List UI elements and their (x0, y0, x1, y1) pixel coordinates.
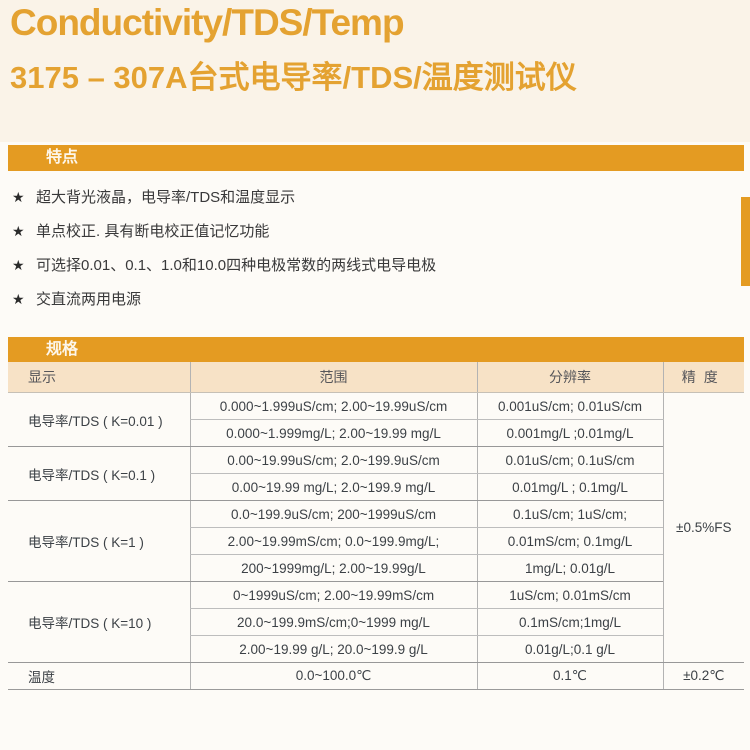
resolution-cell: 1mg/L; 0.01g/L (476, 554, 663, 582)
features-section-header: 特点 (8, 145, 744, 171)
temperature-accuracy-cell: ±0.2℃ (662, 662, 744, 690)
table-row: 0.00~19.99 mg/L; 2.0~199.9 mg/L 0.01mg/L… (8, 473, 744, 501)
col-header-resolution: 分辨率 (476, 362, 663, 393)
feature-text: 单点校正. 具有断电校正值记忆功能 (36, 223, 270, 240)
range-cell: 0.000~1.999uS/cm; 2.00~19.99uS/cm (189, 392, 477, 420)
feature-item: ★ 超大背光液晶，电导率/TDS和温度显示 (12, 180, 732, 214)
star-bullet-icon: ★ (12, 257, 25, 273)
feature-text: 超大背光液晶，电导率/TDS和温度显示 (36, 189, 296, 206)
feature-item: ★ 交直流两用电源 (12, 282, 732, 316)
table-row: 20.0~199.9mS/cm;0~1999 mg/L 0.1mS/cm;1mg… (8, 608, 744, 636)
temperature-label: 温度 (8, 662, 190, 690)
page-title: Conductivity/TDS/Temp (10, 2, 405, 43)
range-cell: 0.00~19.99uS/cm; 2.0~199.9uS/cm (189, 446, 477, 474)
temperature-resolution-cell: 0.1℃ (476, 662, 663, 690)
resolution-cell: 0.001uS/cm; 0.01uS/cm (476, 392, 663, 420)
accuracy-cell-conductivity: ±0.5%FS (662, 392, 744, 663)
range-cell: 0.00~19.99 mg/L; 2.0~199.9 mg/L (189, 473, 477, 501)
range-cell: 0.000~1.999mg/L; 2.00~19.99 mg/L (189, 419, 477, 447)
resolution-cell: 0.01g/L;0.1 g/L (476, 635, 663, 663)
specs-section-header: 规格 (8, 337, 744, 363)
specs-table: 显示 范围 分辨率 精度 电导率/TDS ( K=0.01 ) 0.000~1.… (8, 362, 744, 690)
group-label-k10: 电导率/TDS ( K=10 ) (8, 581, 190, 663)
col-header-accuracy: 精度 (662, 362, 744, 393)
resolution-cell: 1uS/cm; 0.01mS/cm (476, 581, 663, 609)
table-row: 200~1999mg/L; 2.00~19.99g/L 1mg/L; 0.01g… (8, 554, 744, 582)
resolution-cell: 0.1mS/cm;1mg/L (476, 608, 663, 636)
range-cell: 2.00~19.99mS/cm; 0.0~199.9mg/L; (189, 527, 477, 555)
resolution-cell: 0.01mS/cm; 0.1mg/L (476, 527, 663, 555)
features-list: ★ 超大背光液晶，电导率/TDS和温度显示 ★ 单点校正. 具有断电校正值记忆功能 … (12, 180, 732, 316)
group-label-k01: 电导率/TDS ( K=0.1 ) (8, 446, 190, 501)
range-cell: 200~1999mg/L; 2.00~19.99g/L (189, 554, 477, 582)
table-row: 2.00~19.99mS/cm; 0.0~199.9mg/L; 0.01mS/c… (8, 527, 744, 555)
page-subtitle: 3175 – 307A台式电导率/TDS/温度测试仪 (10, 60, 577, 95)
table-row: 2.00~19.99 g/L; 20.0~199.9 g/L 0.01g/L;0… (8, 635, 744, 663)
resolution-cell: 0.001mg/L ;0.01mg/L (476, 419, 663, 447)
table-row: 电导率/TDS ( K=10 ) 0~1999uS/cm; 2.00~19.99… (8, 581, 744, 663)
resolution-cell: 0.01uS/cm; 0.1uS/cm (476, 446, 663, 474)
title-background-band (0, 0, 750, 142)
group-label-k1: 电导率/TDS ( K=1 ) (8, 500, 190, 582)
temperature-range-cell: 0.0~100.0℃ (189, 662, 477, 690)
group-label-k001: 电导率/TDS ( K=0.01 ) (8, 392, 190, 447)
table-row: 电导率/TDS ( K=0.1 ) 0.00~19.99uS/cm; 2.0~1… (8, 446, 744, 501)
feature-text: 交直流两用电源 (36, 291, 142, 308)
page-edge-accent-strip (741, 197, 750, 286)
range-cell: 20.0~199.9mS/cm;0~1999 mg/L (189, 608, 477, 636)
range-cell: 0~1999uS/cm; 2.00~19.99mS/cm (189, 581, 477, 609)
feature-item: ★ 单点校正. 具有断电校正值记忆功能 (12, 214, 732, 248)
feature-text: 可选择0.01、0.1、1.0和10.0四种电极常数的两线式电导电极 (36, 257, 437, 274)
star-bullet-icon: ★ (12, 223, 25, 239)
table-row: 电导率/TDS ( K=0.01 ) 0.000~1.999uS/cm; 2.0… (8, 392, 744, 663)
table-row: 0.000~1.999mg/L; 2.00~19.99 mg/L 0.001mg… (8, 419, 744, 447)
range-cell: 2.00~19.99 g/L; 20.0~199.9 g/L (189, 635, 477, 663)
col-header-range: 范围 (189, 362, 477, 393)
star-bullet-icon: ★ (12, 291, 25, 307)
resolution-cell: 0.01mg/L ; 0.1mg/L (476, 473, 663, 501)
range-cell: 0.0~199.9uS/cm; 200~1999uS/cm (189, 500, 477, 528)
star-bullet-icon: ★ (12, 189, 25, 205)
resolution-cell: 0.1uS/cm; 1uS/cm; (476, 500, 663, 528)
col-header-display: 显示 (8, 362, 190, 393)
temperature-row: 温度 0.0~100.0℃ 0.1℃ ±0.2℃ (8, 662, 744, 690)
feature-item: ★ 可选择0.01、0.1、1.0和10.0四种电极常数的两线式电导电极 (12, 248, 732, 282)
table-header-row: 显示 范围 分辨率 精度 (8, 362, 744, 393)
table-row: 电导率/TDS ( K=1 ) 0.0~199.9uS/cm; 200~1999… (8, 500, 744, 582)
